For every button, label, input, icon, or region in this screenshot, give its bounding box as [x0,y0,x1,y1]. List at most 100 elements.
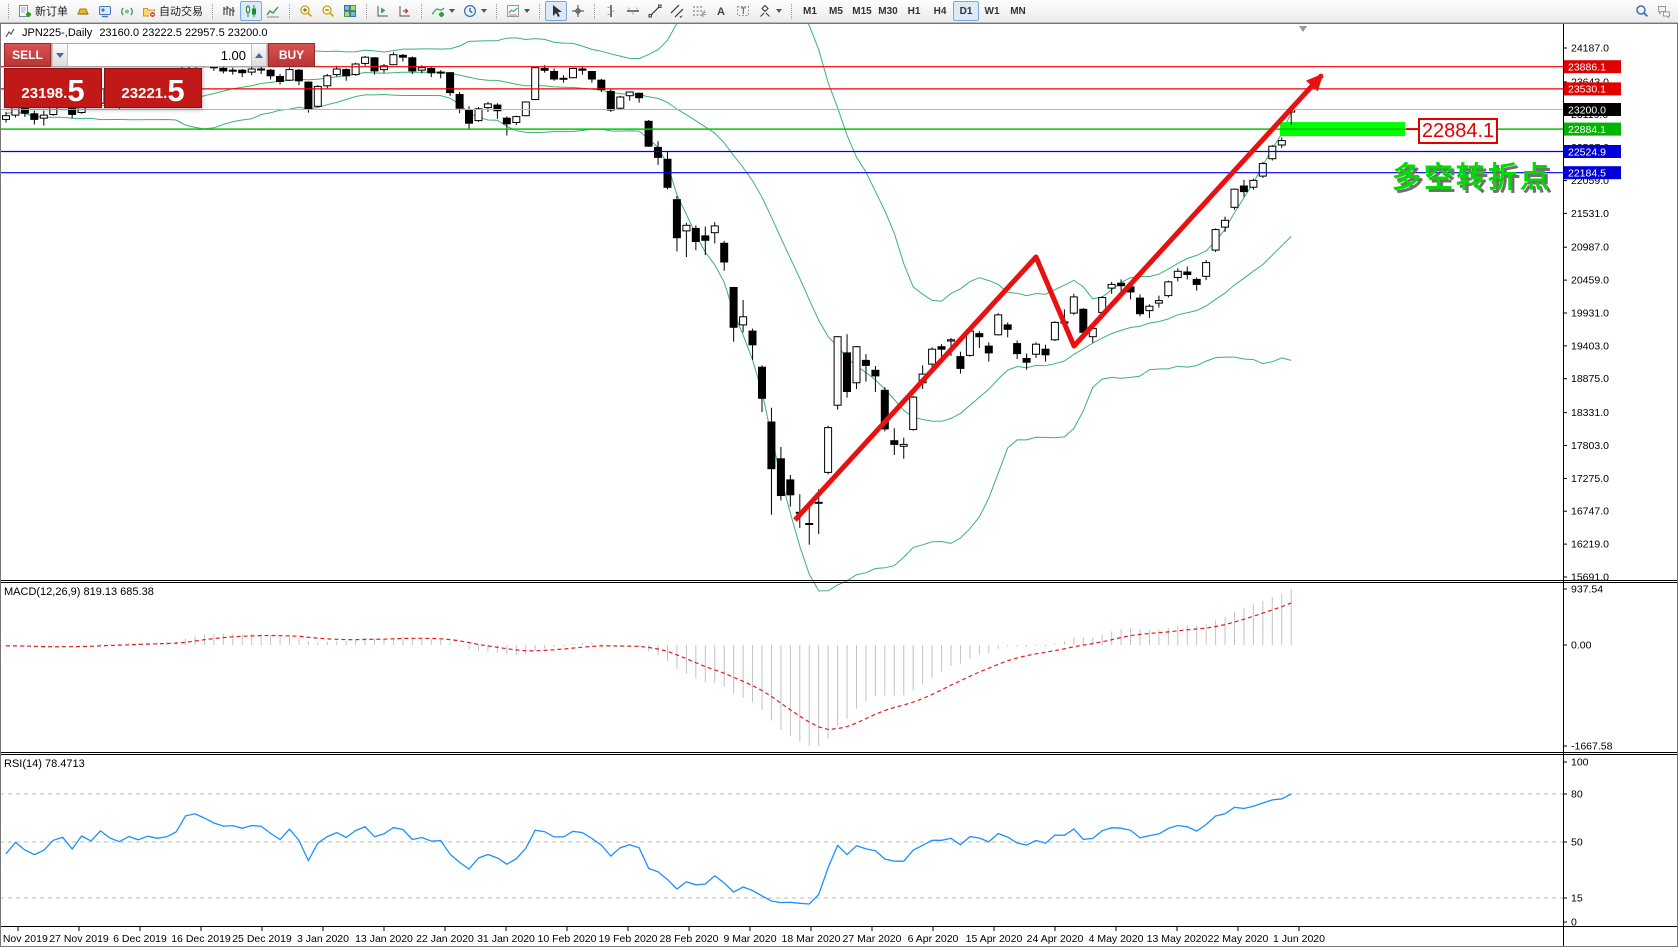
buy-button[interactable]: BUY [268,43,315,67]
signal-icon [121,7,133,16]
autotrading-button[interactable]: 自动交易 [138,1,207,21]
price-tag [1564,166,1621,180]
new-order-button[interactable]: 新订单 [14,1,72,21]
autoscroll-button[interactable] [372,1,394,21]
search-button[interactable] [1631,1,1653,21]
line-chart-button[interactable] [262,1,284,21]
zoom-in-button[interactable] [295,1,317,21]
chart-symbol-icon [5,28,15,38]
toolbar-separator [212,3,213,19]
pivot-annotation-text[interactable]: 多空转折点 [1392,162,1553,194]
timeframe-m1-button[interactable]: M1 [803,5,817,17]
sell-button[interactable]: SELL [4,43,51,67]
price-callout-22884[interactable]: 22884.1 [1418,118,1498,144]
text-a-icon: A [717,6,725,18]
bar-chart-button[interactable] [218,1,240,21]
zoom-out-button[interactable] [317,1,339,21]
terminal-button[interactable] [94,1,116,21]
one-click-trading-panel: SELL BUY 23198.5 23221.5 [4,43,315,108]
text-label-tool-button[interactable]: T [732,1,754,21]
text-label-icon: T [737,6,749,16]
toolbar-separator [421,3,422,19]
candlestick-chart-button[interactable] [240,1,262,21]
signal-button[interactable] [116,1,138,21]
terminal-icon [99,6,111,18]
date-label: 3 Jan 2020 [297,933,349,945]
chart-template-button[interactable] [502,1,534,21]
crosshair-tool-button[interactable] [567,1,589,21]
macd-indicator-label: MACD(12,26,9) 819.13 685.38 [4,586,154,598]
panel-frames [0,23,1678,947]
search-icon [1636,5,1649,18]
add-indicator-button[interactable] [427,1,459,21]
date-label: 25 Dec 2019 [232,933,292,945]
rsi-indicator-label: RSI(14) 78.4713 [4,758,85,770]
price-tick-label: 19403.0 [1571,340,1609,352]
symbol-period-label: JPN225-,Daily [22,27,93,39]
price-tag [1564,82,1621,96]
sell-price-frac: 5 [67,73,85,108]
price-tick-label: 16219.0 [1571,539,1609,551]
price-tick-label: 20987.0 [1571,242,1609,254]
timeframe-h4-button[interactable]: H4 [933,5,947,17]
rsi-axis-label: 80 [1571,789,1583,801]
volume-input[interactable] [68,44,251,66]
timeframe-m15-button[interactable]: M15 [852,5,872,17]
chevron-down-icon [449,9,455,13]
channel-tool-button[interactable] [666,1,688,21]
zoom-in-icon [300,5,313,18]
gold-icon-button[interactable] [72,1,94,21]
tile-windows-button[interactable] [339,1,361,21]
chat-button[interactable] [1653,1,1675,21]
arrows-tool-button[interactable] [754,1,786,21]
timeframe-m30-button[interactable]: M30 [878,5,898,17]
trend-arrow[interactable] [793,73,1324,522]
sell-price-main: 23198 [21,85,64,102]
main-toolbar: 新订单 自动交易 F A T M1 M5 M15 M30 H1 H4 D1 W1 MN [0,0,1678,23]
shapes-icon [760,4,770,17]
date-label: 13 Jan 2020 [355,933,413,945]
sell-price-display[interactable]: 23198. 5 [4,68,102,108]
period-button[interactable] [459,1,491,21]
date-label: 18 Nov 2019 [0,933,48,945]
volume-increase-button[interactable] [251,44,267,66]
timeframe-d1-button[interactable]: D1 [953,1,979,21]
title-ohlc-values: 23160.0 23222.5 22957.5 23200.0 [99,27,268,39]
price-tick-label: 24187.0 [1571,43,1609,55]
macd-axis-label: 937.54 [1571,584,1603,596]
price-tick-label: 19931.0 [1571,308,1609,320]
timeframe-h1-button[interactable]: H1 [907,5,921,17]
timeframe-mn-button[interactable]: MN [1010,5,1026,17]
text-tool-button[interactable]: A [710,1,732,21]
horizontal-line-tool-button[interactable] [622,1,644,21]
candles-icon [246,5,256,17]
chart-shift-marker[interactable] [1299,26,1307,32]
timeframe-m5-button[interactable]: M5 [829,5,843,17]
chevron-down-icon [481,9,487,13]
trendline-tool-button[interactable] [644,1,666,21]
price-tag-label: 23886.1 [1568,62,1606,74]
buy-price-display[interactable]: 23221. 5 [104,68,202,108]
fibonacci-tool-button[interactable]: F [688,1,710,21]
toolbar-separator [8,3,9,19]
timeframe-w1-button[interactable]: W1 [984,5,1000,17]
rsi-line [5,793,1292,905]
date-label: 1 Jun 2020 [1273,933,1325,945]
chart-shift-button[interactable] [394,1,416,21]
buy-price-main: 23221 [121,85,164,102]
price-axis: 24187.023643.023119.022587.022059.021531… [1563,43,1621,929]
price-tag [1564,122,1621,136]
line-chart-icon [266,6,279,18]
price-tag [1564,145,1621,158]
indicator-add-icon [431,7,445,17]
clock-icon [463,4,477,18]
chevron-down-icon [524,9,530,13]
vertical-line-tool-button[interactable] [600,1,622,21]
toolbar-separator [791,3,792,19]
cursor-tool-button[interactable] [545,1,567,21]
date-label: 4 May 2020 [1089,933,1144,945]
chat-icon [1658,6,1670,18]
volume-decrease-button[interactable] [52,44,68,66]
price-tick-label: 17803.0 [1571,440,1609,452]
macd-histogram [5,589,1292,746]
